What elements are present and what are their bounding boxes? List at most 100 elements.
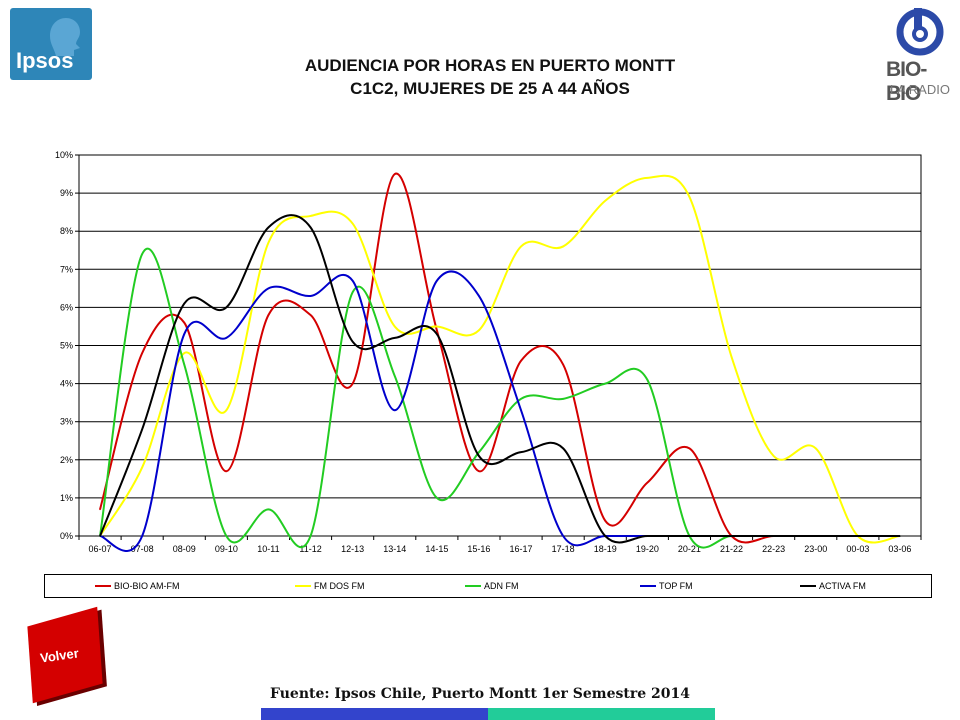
data-point (267, 226, 270, 229)
data-point (393, 337, 396, 339)
data-point (267, 287, 270, 290)
data-point (646, 378, 649, 381)
y-tick-label: 7% (60, 264, 73, 274)
data-point (436, 279, 438, 282)
data-point (562, 398, 564, 400)
data-point (183, 333, 186, 335)
data-point (99, 535, 101, 537)
data-point (520, 409, 522, 412)
data-point (730, 356, 733, 358)
x-tick-label: 21-22 (720, 544, 743, 554)
data-point (604, 519, 607, 522)
data-point (351, 222, 354, 225)
y-tick-label: 10% (55, 150, 73, 160)
data-point (772, 535, 775, 537)
data-point (309, 215, 312, 217)
data-point (604, 199, 607, 202)
chart-legend: BIO-BIO AM-FM FM DOS FM ADN FM TOP FM AC… (44, 574, 932, 598)
data-point (857, 535, 859, 537)
data-point (183, 363, 186, 366)
data-point (436, 497, 438, 499)
x-tick-label: 06-07 (89, 544, 112, 554)
data-point (646, 481, 649, 484)
data-point (646, 177, 649, 179)
legend-label: FM DOS FM (314, 581, 365, 591)
legend-swatch (295, 585, 311, 587)
data-point (604, 535, 607, 537)
data-point (267, 314, 270, 316)
data-point (562, 245, 564, 248)
y-tick-label: 3% (60, 417, 73, 427)
y-tick-label: 6% (60, 302, 73, 312)
radio-logo-icon (896, 8, 944, 56)
legend-label: BIO-BIO AM-FM (114, 581, 180, 591)
legend-item-activa: ACTIVA FM (800, 579, 866, 593)
data-point (141, 466, 143, 469)
data-point (646, 535, 649, 537)
x-tick-label: 09-10 (215, 544, 238, 554)
data-point (562, 447, 564, 450)
data-point (225, 535, 228, 537)
data-point (309, 314, 312, 316)
series-line-4 (99, 214, 900, 544)
ipsos-logo-text: Ipsos (16, 48, 74, 73)
x-tick-label: 10-11 (257, 544, 279, 554)
data-point (478, 451, 480, 453)
data-point (183, 302, 186, 305)
series-line-0 (99, 172, 900, 544)
data-point (562, 535, 564, 537)
data-point (772, 455, 775, 457)
ipsos-logo: Ipsos (10, 8, 92, 80)
legend-swatch (640, 585, 656, 587)
volver-button[interactable]: Volver (26, 606, 110, 704)
data-point (141, 352, 143, 354)
data-point (814, 535, 817, 537)
data-point (225, 337, 228, 339)
legend-item-fm-dos: FM DOS FM (295, 579, 365, 593)
x-tick-label: 15-16 (467, 544, 490, 554)
head-silhouette-icon (50, 18, 80, 56)
footer-bar-green (488, 708, 715, 720)
legend-item-bio-bio: BIO-BIO AM-FM (95, 579, 180, 593)
y-tick-label: 1% (60, 493, 73, 503)
data-point (351, 340, 354, 343)
data-point (520, 359, 522, 362)
data-point (309, 226, 312, 229)
x-tick-label: 17-18 (552, 544, 575, 554)
data-point (141, 253, 143, 255)
radio-logo-name: BIO-BIO (886, 58, 927, 105)
data-point (730, 535, 733, 537)
data-point (520, 245, 522, 248)
legend-swatch (95, 585, 111, 587)
data-point (267, 508, 270, 511)
data-point (351, 279, 354, 282)
y-tick-label: 5% (60, 341, 73, 351)
x-tick-label: 13-14 (383, 544, 406, 554)
data-point (899, 535, 901, 537)
legend-swatch (465, 585, 481, 587)
data-point (520, 398, 522, 400)
legend-label: TOP FM (659, 581, 693, 591)
x-tick-label: 14-15 (425, 544, 448, 554)
data-point (183, 352, 186, 354)
data-point (520, 451, 522, 453)
y-tick-label: 9% (60, 188, 73, 198)
data-point (478, 329, 480, 332)
x-tick-label: 03-06 (888, 544, 911, 554)
data-point (267, 241, 270, 244)
y-tick-label: 2% (60, 455, 73, 465)
data-point (436, 325, 438, 328)
data-point (436, 333, 438, 335)
x-tick-label: 23-00 (804, 544, 827, 554)
data-point (351, 291, 354, 293)
y-tick-label: 4% (60, 379, 73, 389)
footer-bar-blue (261, 708, 488, 720)
x-tick-label: 18-19 (594, 544, 617, 554)
data-point (183, 321, 186, 324)
chart-title-line1: AUDIENCIA POR HORAS EN PUERTO MONTT (304, 56, 676, 75)
x-tick-label: 07-08 (131, 544, 154, 554)
data-point (478, 470, 480, 473)
y-tick-label: 0% (60, 531, 73, 541)
data-point (393, 409, 396, 412)
